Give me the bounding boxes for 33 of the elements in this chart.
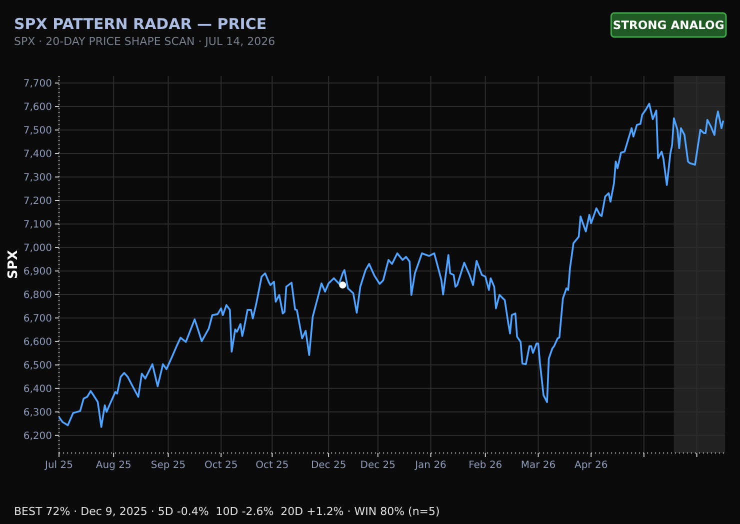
y-tick-label: 6,900	[23, 266, 52, 278]
x-tick-label: Dec 25	[360, 460, 396, 471]
y-tick-label: 7,400	[23, 149, 52, 160]
y-axis-title: SPX	[6, 250, 21, 279]
x-tick-label: Dec 25	[310, 460, 346, 471]
x-tick-label: Aug 25	[96, 460, 132, 471]
x-tick-label: Jul 25	[44, 460, 73, 471]
y-tick-label: 7,600	[23, 102, 52, 114]
y-tick-label: 6,700	[23, 313, 52, 324]
y-tick-label: 6,500	[23, 360, 52, 372]
y-tick-label: 7,300	[23, 172, 52, 184]
x-tick-label: Apr 26	[574, 460, 608, 471]
text: BEST 72% · Dec 9, 2025 · 5D -0.4% 10D -2.6% 20D +1.2% · WIN 80% (n=5)	[14, 505, 440, 518]
y-tick-label: 6,200	[23, 430, 52, 442]
x-tick-label: Oct 25	[256, 460, 289, 471]
y-tick-label: 6,800	[23, 290, 52, 301]
x-tick-label: Feb 26	[468, 460, 502, 471]
x-tick-label: Mar 26	[520, 460, 556, 471]
chart-subtitle: SPX · 20-DAY PRICE SHAPE SCAN · JUL 14, 2026	[14, 35, 276, 48]
y-tick-label: 6,300	[23, 407, 52, 418]
y-tick-label: 6,400	[23, 384, 52, 395]
y-tick-label: 7,500	[23, 126, 52, 137]
chart-title: SPX PATTERN RADAR — PRICE	[14, 15, 267, 33]
y-tick-label: 7,100	[23, 219, 52, 230]
y-tick-label: 7,000	[23, 242, 52, 254]
x-tick-label: Sep 25	[150, 460, 186, 471]
line-series	[58, 102, 724, 428]
text: STRONG ANALOG	[612, 18, 724, 32]
y-tick-label: 7,700	[23, 78, 52, 90]
x-tick-label: Oct 25	[204, 460, 238, 471]
y-tick-label: 6,600	[23, 336, 52, 348]
x-tick-label: Jan 26	[414, 460, 446, 471]
y-tick-label: 7,200	[23, 196, 52, 207]
